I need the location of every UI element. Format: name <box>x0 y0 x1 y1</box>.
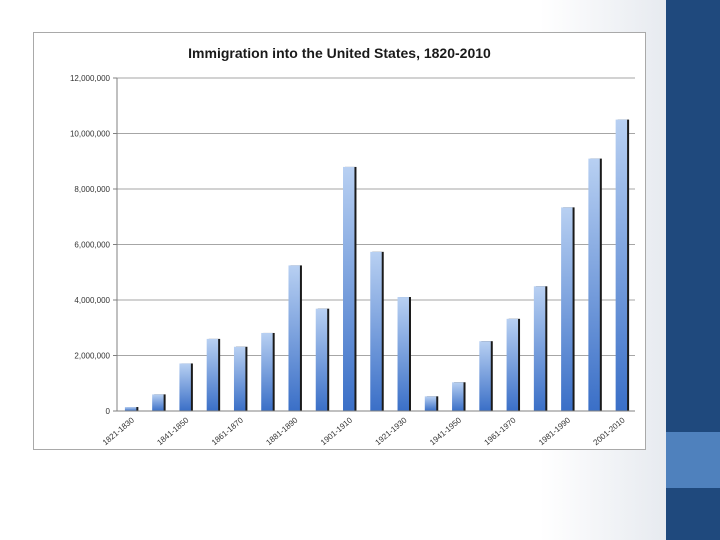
bar <box>288 265 300 411</box>
bar-chart: 0 2,000,000 4,000,000 6,000,000 8,000,000 10,… <box>70 74 635 447</box>
y-tick-label: 2,000,000 <box>74 352 110 361</box>
bar <box>261 332 273 411</box>
bar <box>124 407 137 411</box>
y-tick-label: 4,000,000 <box>74 296 110 305</box>
bar <box>615 119 628 412</box>
x-tick-label: 1861-1870 <box>210 415 246 447</box>
bars <box>124 119 630 412</box>
x-tick-label: 1941-1950 <box>428 415 464 447</box>
bar <box>233 346 246 411</box>
x-tick-label: 1981-1990 <box>537 415 573 447</box>
x-tick-label: 1881-1890 <box>264 415 300 447</box>
x-tick-label: 1961-1970 <box>483 415 519 447</box>
chart-area: Immigration into the United States, 1820… <box>33 32 646 450</box>
bar <box>206 338 219 411</box>
slide-side-accent <box>666 432 720 488</box>
bar <box>506 318 519 411</box>
x-tick-label: 1921-1930 <box>373 415 409 447</box>
y-tick-label: 6,000,000 <box>74 241 110 250</box>
y-tick-label: 8,000,000 <box>74 185 110 194</box>
x-tick-label: 1821-1830 <box>101 415 137 447</box>
y-tick-label: 12,000,000 <box>70 74 111 83</box>
x-tick-labels: 1821-1830 1841-1850 1861-1870 1881-1890 1901… <box>101 415 627 447</box>
y-tick-label: 0 <box>106 407 111 416</box>
bar <box>179 363 191 411</box>
bar <box>370 251 382 411</box>
bar <box>315 308 328 411</box>
y-tick-label: 10,000,000 <box>70 130 111 139</box>
bar <box>424 396 437 411</box>
x-tick-label: 2001-2010 <box>592 415 628 447</box>
bar <box>561 207 573 411</box>
bar <box>152 394 164 411</box>
x-tick-label: 1901-1910 <box>319 415 355 447</box>
y-tick-labels: 0 2,000,000 4,000,000 6,000,000 8,000,000 10,… <box>70 74 111 416</box>
bar <box>588 158 600 411</box>
bar <box>533 286 546 411</box>
bar <box>343 166 355 411</box>
chart-title: Immigration into the United States, 1820… <box>188 45 491 61</box>
bar <box>452 382 464 411</box>
bar <box>397 297 409 411</box>
bar <box>479 341 491 411</box>
axes <box>116 78 635 412</box>
x-tick-label: 1841-1850 <box>155 415 191 447</box>
